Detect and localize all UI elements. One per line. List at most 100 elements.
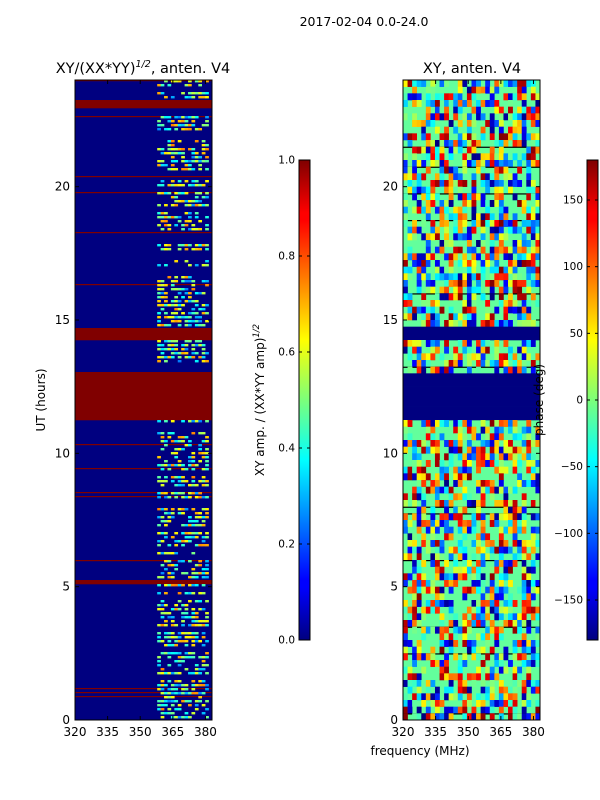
heatmap-phase-cell bbox=[480, 606, 486, 614]
heatmap-phase-cell bbox=[416, 280, 422, 287]
heatmap-phase-cell bbox=[439, 186, 445, 194]
heatmap-coherence-cell bbox=[177, 480, 182, 483]
heatmap-coherence-line bbox=[75, 232, 212, 234]
heatmap-coherence-cell bbox=[201, 244, 206, 247]
heatmap-phase-cell bbox=[448, 180, 454, 187]
colorbar-tick-label: 1.0 bbox=[278, 155, 295, 167]
heatmap-phase-cell bbox=[489, 253, 495, 261]
heatmap-phase-cell bbox=[480, 226, 486, 234]
heatmap-phase-cell bbox=[403, 466, 408, 474]
heatmap-coherence-cell bbox=[177, 672, 182, 675]
heatmap-phase-cell bbox=[508, 593, 513, 601]
heatmap-phase-cell bbox=[512, 306, 518, 314]
heatmap-coherence-cell bbox=[157, 304, 161, 307]
heatmap-coherence-cell bbox=[191, 432, 196, 435]
colorbar-tick-label: 150 bbox=[563, 195, 583, 207]
x-tick-label: 335 bbox=[96, 725, 119, 739]
heatmap-coherence-cell bbox=[184, 244, 189, 247]
heatmap-phase-cell bbox=[471, 86, 477, 94]
heatmap-phase-cell bbox=[517, 640, 523, 647]
heatmap-phase-cell bbox=[503, 573, 509, 581]
heatmap-coherence-cell bbox=[160, 348, 165, 351]
heatmap-phase-cell bbox=[421, 533, 427, 541]
heatmap-coherence-cell bbox=[184, 712, 189, 715]
heatmap-phase-cell bbox=[471, 426, 477, 434]
heatmap-phase-cell bbox=[489, 240, 495, 247]
heatmap-phase-cell bbox=[421, 273, 427, 281]
heatmap-coherence-cell bbox=[184, 536, 189, 539]
heatmap-coherence-cell bbox=[160, 684, 165, 687]
heatmap-phase-band bbox=[403, 406, 540, 414]
heatmap-phase-cell bbox=[412, 313, 417, 321]
heatmap-phase-cell bbox=[439, 93, 445, 101]
heatmap-coherence-cell bbox=[205, 120, 209, 123]
heatmap-coherence-cell bbox=[201, 148, 206, 151]
heatmap-coherence-cell bbox=[164, 612, 168, 615]
heatmap-coherence-cell bbox=[194, 312, 199, 315]
heatmap-phase-cell bbox=[526, 673, 532, 681]
heatmap-phase-cell bbox=[521, 526, 527, 534]
heatmap-phase-cell bbox=[425, 713, 431, 721]
heatmap-phase-cell bbox=[517, 626, 523, 634]
heatmap-coherence-cell bbox=[194, 80, 199, 83]
heatmap-phase-cell bbox=[512, 260, 518, 267]
heatmap-phase-cell bbox=[512, 526, 518, 534]
heatmap-phase-cell bbox=[494, 260, 500, 267]
heatmap-phase-cell bbox=[503, 546, 509, 554]
heatmap-coherence-cell bbox=[188, 592, 192, 595]
heatmap-coherence-cell bbox=[177, 492, 182, 495]
heatmap-phase-cell bbox=[403, 680, 408, 687]
heatmap-coherence-cell bbox=[184, 592, 189, 595]
heatmap-phase-cell bbox=[476, 166, 481, 174]
heatmap-coherence-cell bbox=[194, 524, 199, 527]
heatmap-phase-cell bbox=[530, 466, 536, 474]
heatmap-phase-cell bbox=[434, 160, 440, 167]
heatmap-coherence-cell bbox=[170, 608, 175, 611]
heatmap-coherence-cell bbox=[170, 148, 175, 151]
heatmap-phase-cell bbox=[508, 133, 513, 141]
heatmap-phase-cell bbox=[434, 140, 440, 147]
heatmap-phase-cell bbox=[521, 706, 527, 714]
heatmap-phase-cell bbox=[471, 613, 477, 621]
heatmap-phase-cell bbox=[462, 640, 468, 647]
heatmap-phase-cell bbox=[471, 186, 477, 194]
heatmap-coherence-cell bbox=[167, 244, 172, 247]
heatmap-coherence-cell bbox=[191, 552, 196, 555]
heatmap-phase-cell bbox=[485, 426, 491, 434]
heatmap-coherence-cell bbox=[177, 200, 182, 203]
heatmap-coherence-cell bbox=[167, 696, 172, 699]
heatmap-coherence-cell bbox=[188, 456, 192, 459]
heatmap-coherence-cell bbox=[174, 192, 179, 195]
heatmap-phase-cell bbox=[444, 286, 449, 294]
heatmap-coherence-cell bbox=[160, 180, 165, 183]
heatmap-phase-cell bbox=[425, 213, 431, 221]
heatmap-phase-cell bbox=[489, 233, 495, 241]
heatmap-phase-cell bbox=[503, 286, 509, 294]
heatmap-phase-cell bbox=[416, 466, 422, 474]
heatmap-coherence-cell bbox=[164, 704, 168, 707]
heatmap-coherence-cell bbox=[157, 164, 161, 167]
heatmap-coherence-cell bbox=[177, 192, 182, 195]
heatmap-phase-cell bbox=[485, 613, 491, 621]
heatmap-phase-cell bbox=[416, 506, 422, 514]
heatmap-phase-cell bbox=[439, 573, 445, 581]
heatmap-phase-cell bbox=[471, 180, 477, 187]
heatmap-phase-cell bbox=[498, 153, 504, 161]
heatmap-phase-cell bbox=[521, 360, 527, 367]
heatmap-phase-cell bbox=[535, 426, 541, 434]
heatmap-coherence-cell bbox=[194, 620, 199, 623]
heatmap-phase-cell bbox=[462, 560, 468, 567]
heatmap-phase-cell bbox=[535, 120, 541, 127]
heatmap-coherence-cell bbox=[184, 120, 189, 123]
heatmap-coherence-cell bbox=[174, 344, 179, 347]
heatmap-phase-cell bbox=[494, 600, 500, 607]
heatmap-phase-cell bbox=[434, 180, 440, 187]
heatmap-phase-cell bbox=[512, 426, 518, 434]
heatmap-phase-cell bbox=[535, 133, 541, 141]
heatmap-phase-cell bbox=[494, 140, 500, 147]
heatmap-phase-cell bbox=[508, 426, 513, 434]
heatmap-phase-cell bbox=[535, 240, 541, 247]
heatmap-phase-cell bbox=[521, 120, 527, 127]
heatmap-phase-cell bbox=[448, 120, 454, 127]
